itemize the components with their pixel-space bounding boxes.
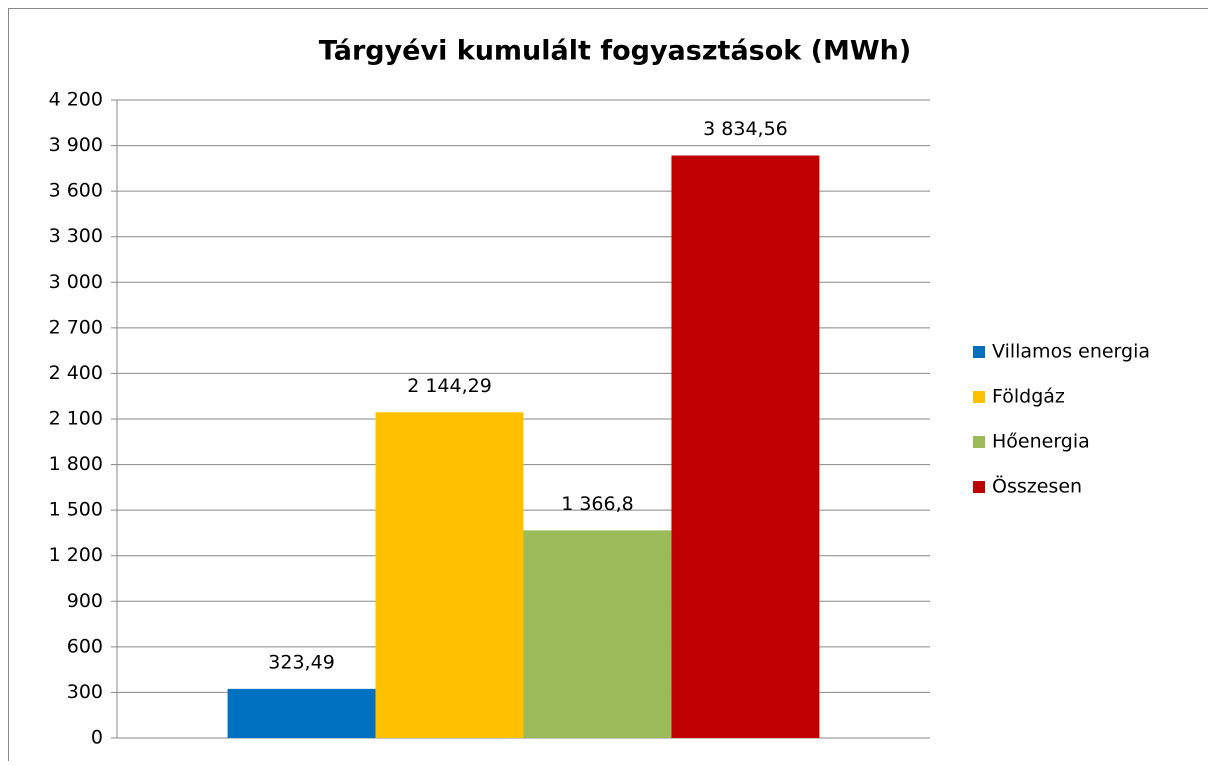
y-tick-label: 2 100: [49, 408, 103, 430]
y-tick-label: 300: [67, 681, 103, 703]
y-tick-label: 1 500: [49, 499, 103, 521]
value-label: 3 834,56: [703, 118, 788, 140]
y-tick-label: 1 800: [49, 453, 103, 475]
legend-label: Földgáz: [992, 386, 1065, 408]
legend-label: Villamos energia: [992, 341, 1150, 363]
bar: [671, 156, 819, 738]
y-tick-label: 2 700: [49, 316, 103, 338]
y-tick-label: 4 200: [49, 89, 103, 111]
y-tick-label: 0: [91, 727, 103, 749]
y-tick-label: 3 300: [49, 225, 103, 247]
legend-label: Hőenergia: [992, 431, 1090, 453]
y-tick-label: 2 400: [49, 362, 103, 384]
value-label: 323,49: [268, 651, 334, 673]
chart-title: Tárgyévi kumulált fogyasztások (MWh): [319, 36, 911, 67]
y-tick-label: 900: [67, 590, 103, 612]
legend-swatch: [973, 391, 985, 403]
y-tick-label: 600: [67, 635, 103, 657]
y-tick-label: 3 900: [49, 134, 103, 156]
legend-swatch: [973, 481, 985, 493]
legend-label: Összesen: [992, 475, 1082, 498]
bar: [228, 689, 376, 738]
value-label: 1 366,8: [561, 493, 634, 515]
bar: [376, 412, 524, 738]
legend-swatch: [973, 346, 985, 358]
legend-swatch: [973, 436, 985, 448]
y-tick-label: 3 000: [49, 271, 103, 293]
y-tick-label: 3 600: [49, 180, 103, 202]
y-tick-label: 1 200: [49, 544, 103, 566]
value-label: 2 144,29: [407, 375, 492, 397]
bar: [524, 530, 672, 738]
